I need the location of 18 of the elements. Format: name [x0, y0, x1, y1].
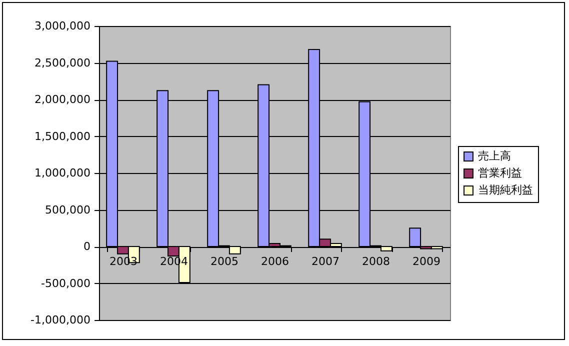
x-tick-label: 2009 — [412, 255, 441, 268]
x-tick-label: 2007 — [312, 255, 340, 268]
x-tick-label: 2008 — [362, 255, 390, 268]
legend-label: 当期純利益 — [478, 184, 533, 196]
x-tick-label: 2005 — [210, 255, 238, 268]
x-tick-label: 2003 — [109, 255, 138, 268]
y-tick-label: 3,000,000 — [34, 20, 90, 32]
y-tick-label: 0 — [84, 240, 90, 253]
y-tick-label: 500,000 — [45, 203, 90, 216]
y-tick-label: -500,000 — [41, 276, 90, 290]
y-tick-label: 2,000,000 — [34, 93, 90, 106]
x-tick-label: 2006 — [261, 255, 289, 268]
y-tick-label: 1,500,000 — [34, 130, 90, 143]
legend-label: 売上高 — [478, 150, 511, 162]
y-tick-label: -1,000,000 — [30, 314, 90, 326]
y-tick-label: 1,000,000 — [34, 166, 90, 180]
legend-label: 営業利益 — [478, 166, 522, 180]
y-tick-label: 2,500,000 — [34, 56, 90, 70]
